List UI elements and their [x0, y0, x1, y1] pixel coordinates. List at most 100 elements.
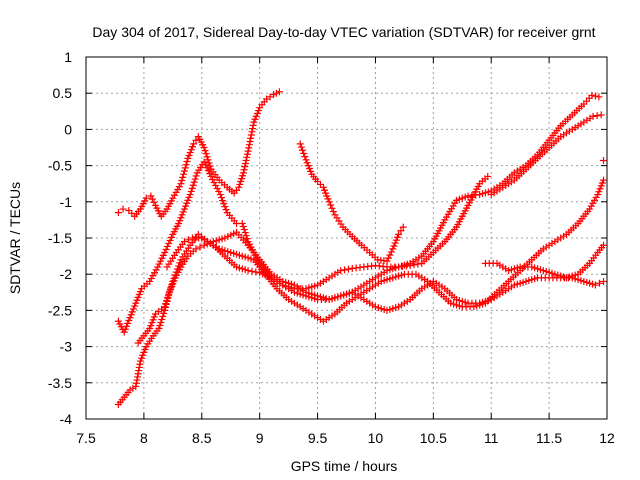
data-point [200, 144, 208, 151]
data-point [212, 182, 220, 190]
data-point [163, 296, 171, 304]
data-point [242, 232, 250, 240]
data-point [189, 181, 197, 189]
data-point [241, 160, 249, 168]
data-point [245, 144, 253, 152]
data-point [406, 262, 414, 270]
data-point [245, 141, 253, 149]
data-point [163, 242, 171, 250]
data-point [243, 235, 251, 243]
y-tick-label: -4 [60, 411, 73, 427]
data-point [190, 178, 198, 186]
data-point [202, 150, 210, 158]
data-point [166, 287, 174, 295]
data-point [248, 267, 256, 275]
data-point [162, 245, 170, 253]
data-point [162, 300, 170, 308]
data-point [239, 169, 247, 177]
series-track-6 [163, 234, 608, 314]
x-tick-label: 12 [599, 430, 615, 446]
data-point [215, 188, 223, 196]
data-point [158, 315, 166, 323]
data-point [190, 140, 198, 148]
data-point [600, 241, 608, 249]
data-point [484, 172, 492, 180]
data-point [191, 175, 199, 183]
data-point [325, 198, 333, 206]
data-point [192, 136, 200, 144]
x-axis-label: GPS time / hours [291, 458, 398, 474]
data-point [337, 267, 345, 275]
data-point [595, 93, 603, 101]
data-point [196, 243, 204, 251]
data-point [147, 192, 155, 200]
data-point [168, 281, 176, 289]
data-point [178, 177, 186, 185]
data-point [157, 318, 165, 326]
data-point [595, 279, 603, 287]
x-tick-label: 8 [140, 430, 148, 446]
chart-title: Day 304 of 2017, Sidereal Day-to-day VTE… [92, 24, 595, 40]
data-point [243, 150, 251, 158]
data-point [591, 92, 599, 100]
data-point [204, 156, 212, 164]
data-point [216, 191, 224, 199]
data-point [249, 125, 257, 133]
data-point [165, 239, 173, 247]
data-point [600, 157, 608, 165]
data-point [170, 274, 178, 282]
x-tick-label: 11.5 [536, 430, 562, 446]
data-point [206, 162, 214, 170]
data-point [181, 164, 189, 172]
data-point [167, 284, 175, 292]
data-point [589, 112, 597, 120]
data-point [252, 268, 260, 276]
x-tick-label: 11 [484, 430, 499, 446]
data-layer [114, 88, 608, 409]
data-point [386, 251, 394, 259]
data-point [244, 147, 252, 155]
data-point [327, 201, 335, 209]
data-point [387, 248, 395, 256]
data-point [184, 236, 192, 244]
data-point [175, 262, 183, 270]
data-point [182, 161, 190, 169]
data-point [222, 206, 230, 214]
data-point [588, 91, 596, 99]
series-track-1 [114, 88, 283, 220]
data-point [179, 173, 187, 181]
y-tick-label: -2 [60, 266, 73, 282]
y-tick-label: -1 [60, 194, 73, 210]
data-point [161, 303, 169, 311]
series-track-7 [481, 241, 608, 282]
data-point [395, 230, 403, 238]
data-point [150, 198, 158, 206]
data-point [242, 156, 250, 164]
x-tick-label: 10 [368, 430, 384, 446]
y-tick-label: 1 [64, 49, 72, 65]
data-point [187, 187, 195, 195]
data-point [239, 223, 247, 231]
data-point [296, 140, 304, 148]
data-point [329, 208, 337, 216]
y-tick-label: 0 [64, 121, 72, 137]
data-point [188, 184, 196, 192]
data-point [241, 229, 249, 237]
data-point [299, 146, 307, 154]
tick-layer: 7.5 8 8.5 9 9.5 10 10.5 11 11.5 1210.50-0.5-1-1.5… [48, 49, 615, 446]
data-point [209, 175, 217, 183]
data-point [165, 290, 173, 298]
grid-layer [86, 57, 607, 419]
data-point [201, 147, 209, 155]
data-point [210, 178, 218, 186]
data-point [328, 204, 336, 212]
data-point [207, 172, 215, 180]
data-point [177, 180, 185, 188]
data-point [220, 200, 228, 208]
data-point [597, 111, 605, 119]
data-point [384, 254, 392, 262]
y-tick-label: -1.5 [48, 230, 72, 246]
data-point [148, 195, 156, 203]
data-point [161, 248, 169, 256]
